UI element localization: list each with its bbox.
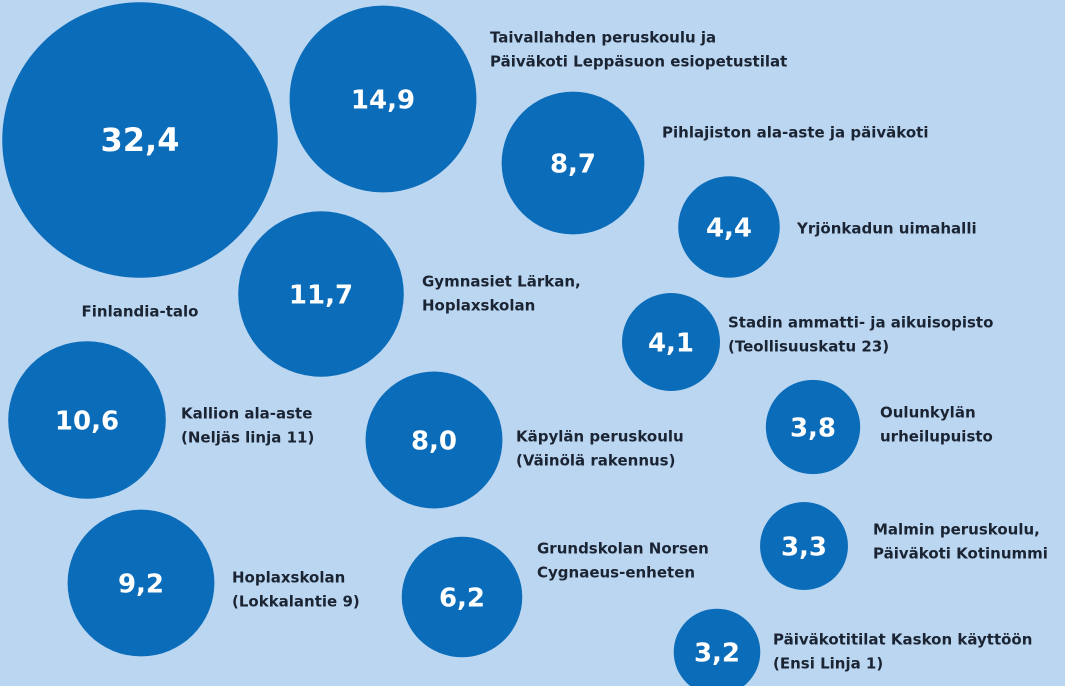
bubble-name: urheilupuisto bbox=[880, 428, 993, 446]
value-label: 14,9 bbox=[351, 86, 415, 116]
bubble bbox=[401, 536, 523, 658]
bubble-name: Kallion ala-aste bbox=[181, 405, 312, 423]
value-label: 3,2 bbox=[694, 639, 740, 669]
bubble-name: Malmin peruskoulu, bbox=[873, 521, 1040, 539]
bubble bbox=[8, 341, 166, 499]
value-label: 4,1 bbox=[648, 329, 694, 359]
value-label: 9,2 bbox=[118, 570, 164, 600]
bubble-name: Pihlajiston ala-aste ja päiväkoti bbox=[662, 124, 928, 142]
bubble bbox=[678, 176, 780, 278]
value-label: 8,7 bbox=[550, 150, 596, 180]
bubble-name: Stadin ammatti- ja aikuisopisto bbox=[728, 314, 993, 332]
bubble-name: Grundskolan Norsen bbox=[537, 540, 709, 558]
bubble-name: Käpylän peruskoulu bbox=[516, 428, 684, 446]
bubble-name: Taivallahden peruskoulu ja bbox=[490, 29, 716, 47]
bubble-name: Päiväkotitilat Kaskon käyttöön bbox=[773, 631, 1032, 649]
bubble-name: (Väinölä rakennus) bbox=[516, 452, 675, 470]
bubble bbox=[501, 91, 645, 235]
bubble-name: Finlandia-talo bbox=[82, 303, 199, 321]
value-label: 8,0 bbox=[411, 427, 457, 457]
value-label: 10,6 bbox=[55, 407, 119, 437]
bubble-name: Hoplaxskolan bbox=[422, 297, 535, 315]
bubble bbox=[765, 379, 861, 475]
bubble bbox=[365, 371, 503, 509]
value-label: 3,3 bbox=[781, 533, 827, 563]
bubble-name: Päiväkoti Leppäsuon esiopetustilat bbox=[490, 53, 787, 71]
value-label: 3,8 bbox=[790, 414, 836, 444]
bubble-name: (Teollisuuskatu 23) bbox=[728, 338, 889, 356]
bubble-name: Cygnaeus-enheten bbox=[537, 564, 695, 582]
bubble-name: (Neljäs linja 11) bbox=[181, 429, 314, 447]
bubble-name: (Lokkalantie 9) bbox=[232, 593, 360, 611]
bubble bbox=[289, 5, 477, 193]
bubble bbox=[621, 292, 721, 392]
value-label: 4,4 bbox=[706, 214, 752, 244]
bubble bbox=[67, 509, 215, 657]
bubble-name: Oulunkylän bbox=[880, 404, 976, 422]
value-label: 11,7 bbox=[289, 281, 353, 311]
bubble-name: Gymnasiet Lärkan, bbox=[422, 273, 581, 291]
bubble-name: Päiväkoti Kotinummi bbox=[873, 545, 1048, 563]
bubble bbox=[673, 608, 761, 686]
bubble-name: Hoplaxskolan bbox=[232, 569, 345, 587]
bubble bbox=[2, 2, 278, 278]
value-label: 32,4 bbox=[101, 121, 180, 159]
bubble bbox=[238, 211, 404, 377]
bubble-name: (Ensi Linja 1) bbox=[773, 655, 883, 673]
bubble-name: Yrjönkadun uimahalli bbox=[796, 220, 977, 238]
value-label: 6,2 bbox=[439, 584, 485, 614]
bubble bbox=[760, 502, 848, 590]
